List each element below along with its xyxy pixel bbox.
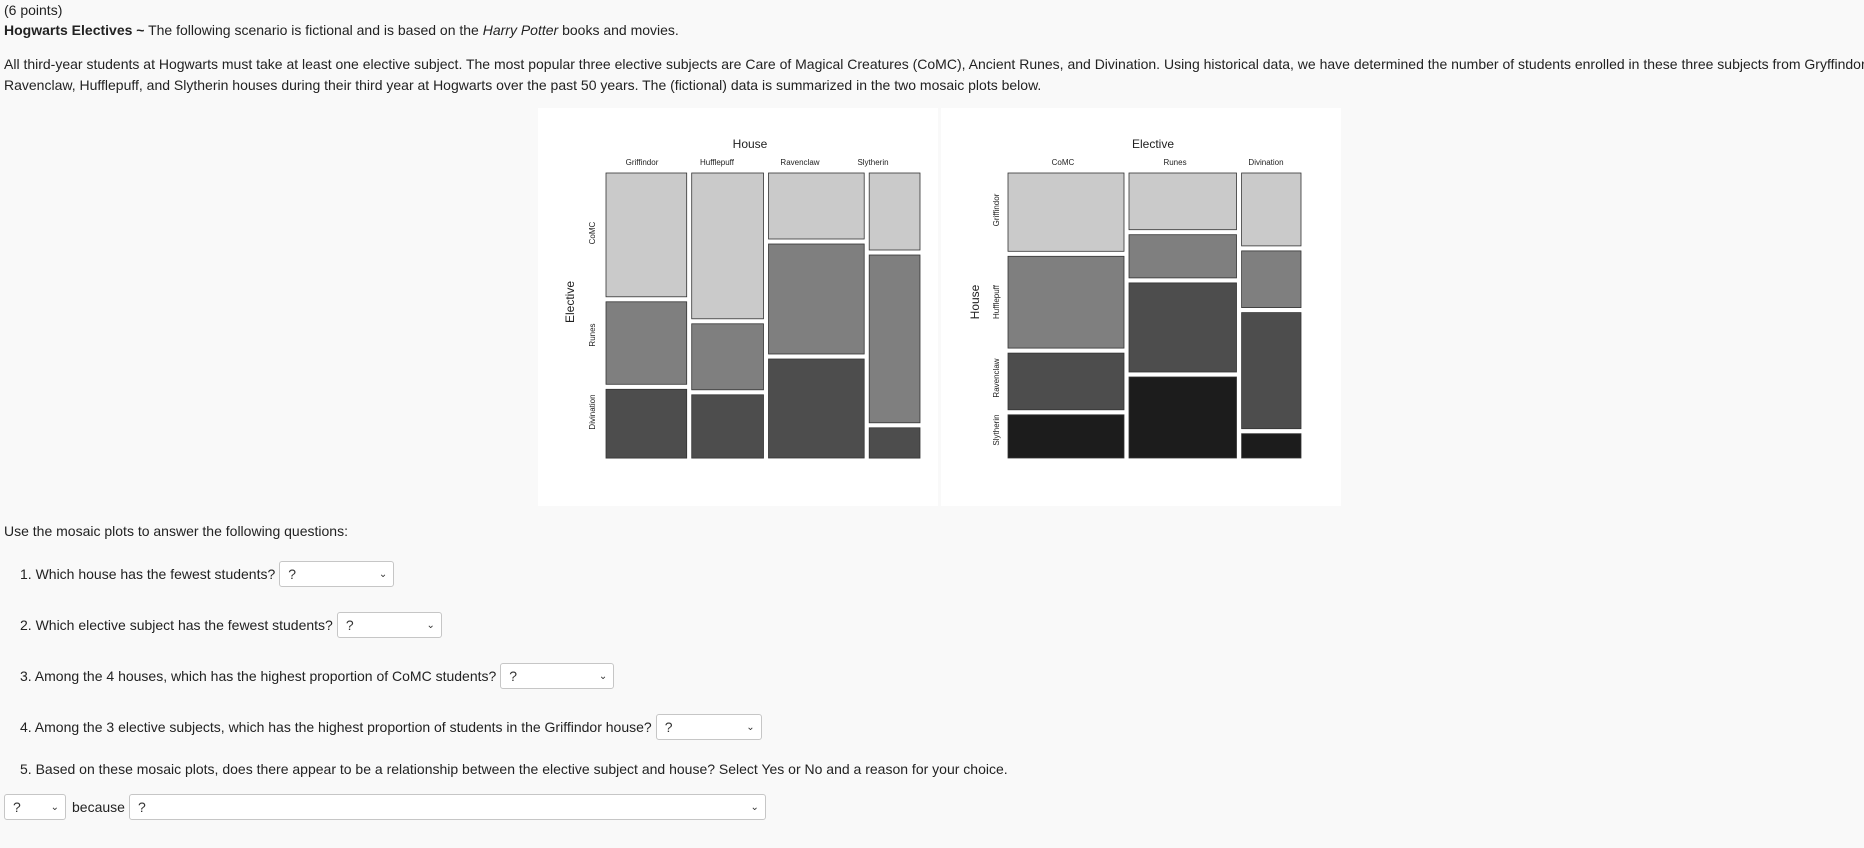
mosaic-plot-elective-by-house: Elective House CoMC Runes Divination Gri…: [941, 108, 1341, 506]
mosaic-left-tiles: [605, 172, 921, 459]
mosaic-right-side-title: House: [968, 284, 982, 319]
mosaic-left-tile-ravenclaw-comc: [768, 172, 865, 240]
mosaic-right-tile-runes-ravenclaw: [1128, 282, 1237, 373]
mosaic-right-row-label-griffindor: Griffindor: [992, 193, 1001, 226]
chevron-down-icon: ⌄: [426, 619, 435, 631]
intro-line-2: Ravenclaw, Hufflepuff, and Slytherin hou…: [4, 77, 1042, 93]
mosaic-right-row-label-slytherin: Slytherin: [992, 414, 1001, 445]
question-5-yes-no-select[interactable]: ? ⌄: [4, 794, 66, 820]
mosaic-right-tile-comc-griffindor: [1007, 172, 1125, 252]
scenario-title-italic: Harry Potter: [482, 22, 559, 38]
question-4-select-value: ?: [664, 719, 673, 735]
intro-line-1: All third-year students at Hogwarts must…: [4, 56, 1864, 72]
chevron-down-icon: ⌄: [598, 670, 608, 682]
mosaic-right-tile-divination-hufflepuff: [1241, 250, 1302, 308]
question-2-text: 2. Which elective subject has the fewest…: [20, 617, 333, 633]
mosaic-plot-house-by-elective: House Elective Griffindor Hufflepuff Rav…: [538, 108, 938, 506]
question-5: 5. Based on these mosaic plots, does the…: [20, 761, 1012, 777]
mosaic-right-tile-runes-hufflepuff: [1128, 234, 1237, 279]
mosaic-left-side-title: Elective: [563, 281, 577, 323]
question-4-text: 4. Among the 3 elective subjects, which …: [20, 719, 652, 735]
question-2-select[interactable]: ? ⌄: [336, 612, 442, 638]
question-1-select-value: ?: [288, 566, 297, 582]
question-3-text: 3. Among the 4 houses, which has the hig…: [20, 668, 497, 684]
mosaic-left-row-label-runes: Runes: [588, 323, 597, 346]
question-1-text: 1. Which house has the fewest students?: [20, 566, 276, 582]
mosaic-left-tile-hufflepuff-divination: [691, 394, 764, 459]
mosaic-right-tile-divination-slytherin: [1241, 433, 1302, 459]
mosaic-left-tile-hufflepuff-comc: [691, 172, 764, 320]
mosaic-right-tile-comc-ravenclaw: [1007, 352, 1125, 411]
instructions-text: Use the mosaic plots to answer the follo…: [4, 523, 348, 539]
mosaic-left-tile-slytherin-runes: [868, 254, 921, 424]
mosaic-left-col-label-slytherin: Slytherin: [857, 158, 888, 167]
question-5-yes-no-value: ?: [13, 799, 21, 815]
chevron-down-icon: ⌄: [746, 721, 755, 733]
mosaic-right-tile-runes-slytherin: [1128, 376, 1237, 459]
mosaic-right-tiles: [1007, 172, 1302, 459]
question-3-select-value: ?: [509, 668, 518, 684]
question-3-select[interactable]: ? ⌄: [500, 663, 615, 689]
mosaic-left-col-label-hufflepuff: Hufflepuff: [700, 158, 735, 167]
mosaic-left-col-label-ravenclaw: Ravenclaw: [780, 158, 819, 167]
question-4: 4. Among the 3 elective subjects, which …: [20, 714, 762, 740]
question-1: 1. Which house has the fewest students? …: [20, 561, 395, 587]
mosaic-left-col-label-griffindor: Griffindor: [626, 158, 659, 167]
mosaic-left-tile-slytherin-comc: [868, 172, 921, 251]
question-1-select[interactable]: ? ⌄: [279, 561, 395, 587]
mosaic-left-row-label-divination: Divination: [588, 394, 597, 429]
question-5-answer-row: ? ⌄ because ? ⌄: [4, 794, 766, 820]
mosaic-right-tile-comc-hufflepuff: [1007, 255, 1125, 349]
scenario-title: Hogwarts Electives ~ The following scena…: [4, 22, 679, 38]
scenario-title-post: books and movies.: [558, 22, 679, 38]
mosaic-left-top-title: House: [733, 137, 768, 151]
mosaic-right-tile-divination-ravenclaw: [1241, 312, 1302, 430]
mosaic-left-tile-griffindor-divination: [605, 388, 688, 459]
mosaic-left-tile-griffindor-runes: [605, 301, 688, 385]
mosaic-left-row-label-comc: CoMC: [588, 221, 597, 244]
question-3: 3. Among the 4 houses, which has the hig…: [20, 663, 615, 689]
question-5-text: 5. Based on these mosaic plots, does the…: [20, 761, 1008, 777]
points-label: (6 points): [4, 2, 63, 18]
mosaic-right-tile-divination-griffindor: [1241, 172, 1302, 247]
mosaic-left-tile-ravenclaw-divination: [768, 358, 865, 459]
scenario-title-bold: Hogwarts Electives ~: [4, 22, 145, 38]
mosaic-right-col-label-divination: Divination: [1248, 158, 1283, 167]
mosaic-left-tile-griffindor-comc: [605, 172, 688, 298]
chevron-down-icon: ⌄: [50, 801, 59, 813]
mosaic-right-col-label-comc: CoMC: [1052, 158, 1075, 167]
mosaic-right-tile-comc-slytherin: [1007, 414, 1125, 459]
question-5-reason-select[interactable]: ? ⌄: [128, 794, 766, 820]
mosaic-left-tile-slytherin-divination: [868, 427, 921, 459]
mosaic-right-tile-runes-griffindor: [1128, 172, 1237, 231]
mosaic-right-col-label-runes: Runes: [1163, 158, 1186, 167]
scenario-title-pre: The following scenario is fictional and …: [144, 22, 483, 38]
question-2-select-value: ?: [345, 617, 354, 633]
mosaic-right-row-label-hufflepuff: Hufflepuff: [992, 284, 1001, 319]
chevron-down-icon: ⌄: [378, 568, 388, 580]
mosaic-right-top-title: Elective: [1132, 137, 1174, 151]
question-4-select[interactable]: ? ⌄: [655, 714, 762, 740]
mosaic-right-row-label-ravenclaw: Ravenclaw: [992, 358, 1001, 397]
question-5-reason-value: ?: [137, 799, 146, 815]
chevron-down-icon: ⌄: [750, 801, 759, 813]
because-label: because: [72, 799, 125, 815]
mosaic-left-tile-hufflepuff-runes: [691, 323, 764, 391]
mosaic-left-tile-ravenclaw-runes: [768, 243, 865, 355]
question-2: 2. Which elective subject has the fewest…: [20, 612, 442, 638]
